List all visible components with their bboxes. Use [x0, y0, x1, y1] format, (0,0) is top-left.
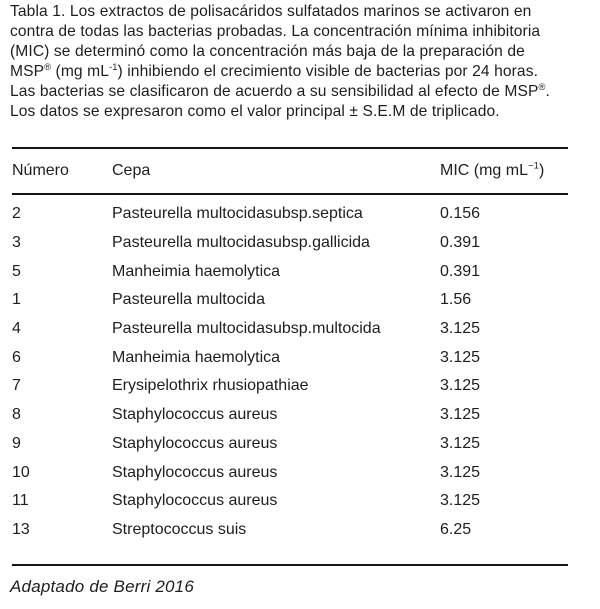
text-segment: Tabla 1. Los extractos de polisacáridos …: [10, 3, 532, 20]
column-header-mic: MIC (mg mL−1): [440, 160, 568, 180]
superscript-text: ®: [44, 61, 52, 72]
text-segment: Cepa: [112, 162, 151, 179]
cell-cepa: Pasteurella multocidasubsp.gallicida: [112, 234, 370, 252]
cell-cepa: Pasteurella multocidasubsp.septica: [112, 205, 363, 223]
cell-cepa: Streptococcus suis: [112, 520, 247, 538]
cell-mic: 0.391: [440, 262, 481, 280]
table-row: 4 Pasteurella multocidasubsp.multocida 3.1…: [12, 315, 568, 344]
table-caption: Tabla 1. Los extractos de polisacáridos …: [10, 2, 596, 121]
table-row: 7 Erysipelothrix rhusiopathiae 3.125: [12, 372, 568, 401]
superscript-text: ®: [538, 81, 546, 92]
cell-numero: 4: [12, 320, 21, 338]
text-segment: contra de todas las bacterias probadas. …: [10, 22, 541, 40]
cell-mic: 3.125: [440, 463, 481, 481]
column-header-numero: Número: [12, 162, 112, 180]
table-row: 11 Staphylococcus aureus 3.125: [12, 487, 568, 516]
cell-numero: 6: [12, 348, 21, 366]
column-header-cepa: Cepa: [112, 162, 440, 180]
cell-mic: 3.125: [440, 406, 481, 424]
mic-table: Número Cepa MIC (mg mL−1) 2 Pasteurella mul…: [12, 147, 568, 567]
table-row: 6 Manheimia haemolytica 3.125: [12, 343, 568, 372]
text-segment: (MIC) se determinó como la concentración…: [10, 42, 525, 60]
cell-numero: 1: [12, 291, 21, 309]
cell-mic: 3.125: [440, 492, 481, 510]
table-body: 2 Pasteurella multocidasubsp.septica 0.156…: [12, 195, 568, 564]
cell-mic: 0.156: [440, 205, 481, 223]
cell-mic: 1.56: [440, 291, 472, 309]
cell-cepa: Staphylococcus aureus: [112, 406, 278, 424]
cell-numero: 13: [12, 520, 30, 538]
cell-numero: 9: [12, 434, 21, 452]
cell-numero: 5: [12, 262, 21, 280]
cell-cepa: Pasteurella multocidasubsp.multocida: [112, 320, 381, 338]
table-row: 2 Pasteurella multocidasubsp.septica 0.156: [12, 200, 568, 229]
superscript-text: -1: [108, 61, 118, 72]
superscript-text: −1: [528, 160, 539, 172]
caption-line: contra de todas las bacterias probadas. …: [10, 22, 596, 42]
text-segment: Los datos se expresaron como el valor pr…: [10, 102, 500, 120]
text-segment: ): [538, 162, 545, 179]
cell-mic: 0.391: [440, 234, 481, 252]
table-row: 5 Manheimia haemolytica 0.391: [12, 257, 568, 286]
caption-line: Tabla 1. Los extractos de polisacáridos …: [10, 2, 596, 22]
text-segment: ) inhibiendo el crecimiento visible de b…: [117, 62, 539, 80]
caption-line: MSP® (mg mL-1) inhibiendo el crecimiento…: [10, 62, 596, 82]
caption-line: Los datos se expresaron como el valor pr…: [10, 102, 596, 122]
cell-numero: 7: [12, 377, 21, 395]
cell-cepa: Staphylococcus aureus: [112, 463, 278, 481]
text-segment: MSP: [10, 62, 45, 80]
cell-mic: 3.125: [440, 348, 481, 366]
cell-cepa: Manheimia haemolytica: [112, 348, 281, 366]
cell-mic: 3.125: [440, 377, 481, 395]
caption-line: Las bacterias se clasificaron de acuerdo…: [10, 82, 596, 102]
source-note: Adaptado de Berri 2016: [10, 577, 194, 596]
table-row: 10 Staphylococcus aureus 3.125: [12, 458, 568, 487]
cell-cepa: Staphylococcus aureus: [112, 492, 278, 510]
table-row: 13 Streptococcus suis 6.25: [12, 516, 568, 545]
text-segment: (mg mL: [51, 62, 109, 80]
cell-numero: 8: [12, 406, 21, 424]
cell-cepa: Pasteurella multocida: [112, 291, 265, 309]
text-segment: .: [545, 82, 550, 100]
cell-cepa: Staphylococcus aureus: [112, 434, 278, 452]
table-row: 3 Pasteurella multocidasubsp.gallicida 0.3…: [12, 229, 568, 258]
cell-cepa: Erysipelothrix rhusiopathiae: [112, 377, 309, 395]
cell-numero: 11: [12, 492, 29, 510]
cell-mic: 6.25: [440, 520, 472, 538]
cell-numero: 3: [12, 234, 21, 252]
text-segment: Las bacterias se clasificaron de acuerdo…: [10, 82, 539, 100]
table-row: 8 Staphylococcus aureus 3.125: [12, 401, 568, 430]
text-segment: Número: [12, 162, 69, 179]
table-row: 9 Staphylococcus aureus 3.125: [12, 430, 568, 459]
table-header-row: Número Cepa MIC (mg mL−1): [12, 149, 568, 195]
cell-numero: 2: [12, 205, 21, 223]
text-segment: MIC (mg mL: [440, 162, 528, 179]
cell-mic: 3.125: [440, 434, 481, 452]
cell-cepa: Manheimia haemolytica: [112, 262, 281, 280]
caption-line: (MIC) se determinó como la concentración…: [10, 42, 596, 62]
cell-numero: 10: [12, 463, 30, 481]
cell-mic: 3.125: [440, 320, 481, 338]
table-row: 1 Pasteurella multocida 1.56: [12, 286, 568, 315]
